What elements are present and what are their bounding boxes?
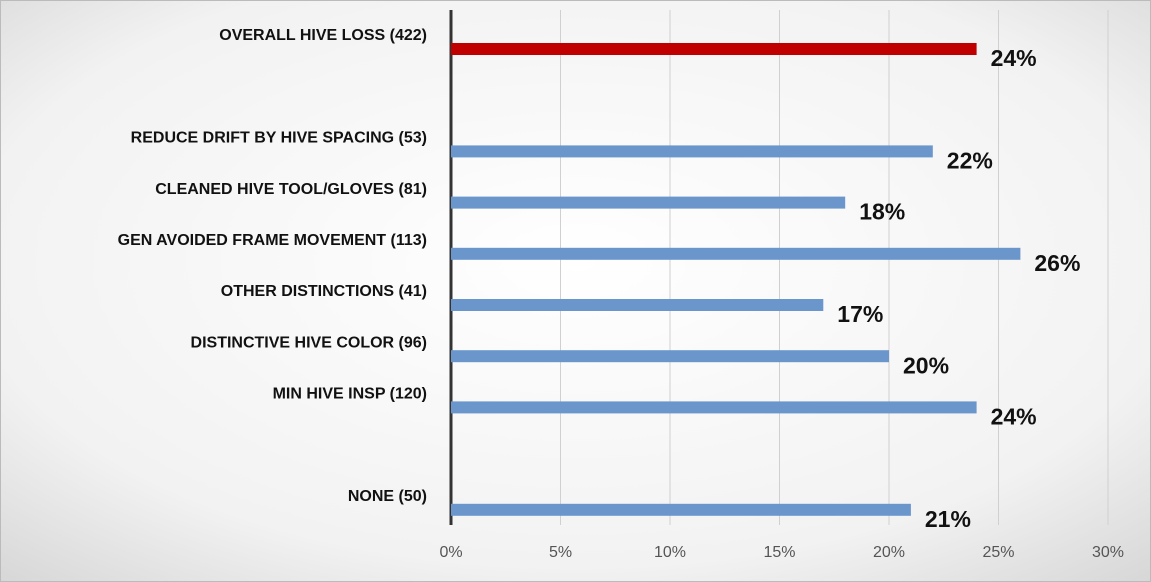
value-label: 20% xyxy=(903,352,949,378)
x-tick-label: 15% xyxy=(763,544,795,561)
value-label: 26% xyxy=(1034,250,1080,276)
category-label: CLEANED HIVE TOOL/GLOVES (81) xyxy=(155,181,427,198)
x-tick-label: 20% xyxy=(873,544,905,561)
value-label: 21% xyxy=(925,506,971,532)
x-tick-label: 25% xyxy=(982,544,1014,561)
x-tick-label: 30% xyxy=(1092,544,1124,561)
category-label: REDUCE DRIFT BY HIVE SPACING (53) xyxy=(131,130,427,147)
x-tick-label: 10% xyxy=(654,544,686,561)
value-label: 17% xyxy=(837,301,883,327)
value-label: 24% xyxy=(991,45,1037,71)
bar xyxy=(451,299,824,311)
bar xyxy=(451,43,977,55)
value-label: 18% xyxy=(859,199,905,225)
category-label: OTHER DISTINCTIONS (41) xyxy=(221,283,427,300)
bar xyxy=(451,196,846,209)
category-label: DISTINCTIVE HIVE COLOR (96) xyxy=(191,334,427,351)
x-tick-label: 0% xyxy=(439,544,462,561)
category-label: MIN HIVE INSP (120) xyxy=(273,386,427,403)
bar xyxy=(451,247,1021,260)
bar xyxy=(451,145,933,158)
category-label: OVERALL HIVE LOSS (422) xyxy=(219,27,427,44)
value-label: 22% xyxy=(947,147,993,173)
value-label: 24% xyxy=(991,403,1037,429)
bar xyxy=(451,350,889,363)
x-tick-label: 5% xyxy=(549,544,572,561)
category-label: GEN AVOIDED FRAME MOVEMENT (113) xyxy=(118,232,427,249)
bar xyxy=(451,503,911,516)
bar xyxy=(451,401,977,414)
category-label: NONE (50) xyxy=(348,488,427,505)
